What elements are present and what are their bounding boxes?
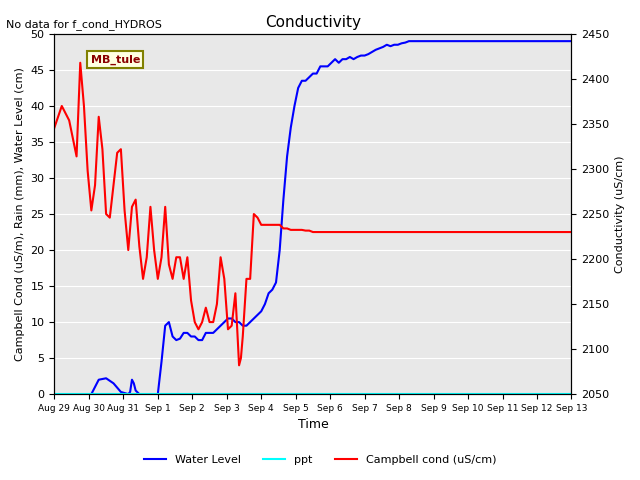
Campbell cond (uS/cm) [284, 226, 291, 231]
Campbell cond (uS/cm) [51, 125, 58, 131]
Water Level [376, 46, 383, 51]
Campbell cond (uS/cm) [109, 182, 117, 188]
Water Level [472, 38, 479, 44]
Text: No data for f_cond_HYDROS: No data for f_cond_HYDROS [6, 19, 163, 30]
Title: Conductivity: Conductivity [265, 15, 361, 30]
Line: Campbell cond (uS/cm): Campbell cond (uS/cm) [54, 63, 572, 365]
Water Level [342, 56, 350, 62]
Campbell cond (uS/cm) [128, 204, 136, 210]
Campbell cond (uS/cm) [76, 60, 84, 66]
Campbell cond (uS/cm) [301, 228, 309, 233]
Campbell cond (uS/cm) [236, 362, 243, 368]
Line: Water Level: Water Level [54, 41, 572, 394]
Water Level [124, 391, 132, 397]
Campbell cond (uS/cm) [84, 168, 92, 174]
Water Level [51, 391, 58, 397]
Y-axis label: Conductivity (uS/cm): Conductivity (uS/cm) [615, 156, 625, 273]
Campbell cond (uS/cm) [246, 276, 254, 282]
Text: MB_tule: MB_tule [91, 55, 140, 65]
Campbell cond (uS/cm) [568, 229, 575, 235]
Water Level [568, 38, 575, 44]
Water Level [224, 316, 232, 322]
Water Level [512, 38, 520, 44]
X-axis label: Time: Time [298, 419, 328, 432]
Water Level [405, 38, 413, 44]
Y-axis label: Campbell Cond (uS/m), Rain (mm), Water Level (cm): Campbell Cond (uS/m), Rain (mm), Water L… [15, 67, 25, 361]
Legend: Water Level, ppt, Campbell cond (uS/cm): Water Level, ppt, Campbell cond (uS/cm) [140, 451, 500, 469]
